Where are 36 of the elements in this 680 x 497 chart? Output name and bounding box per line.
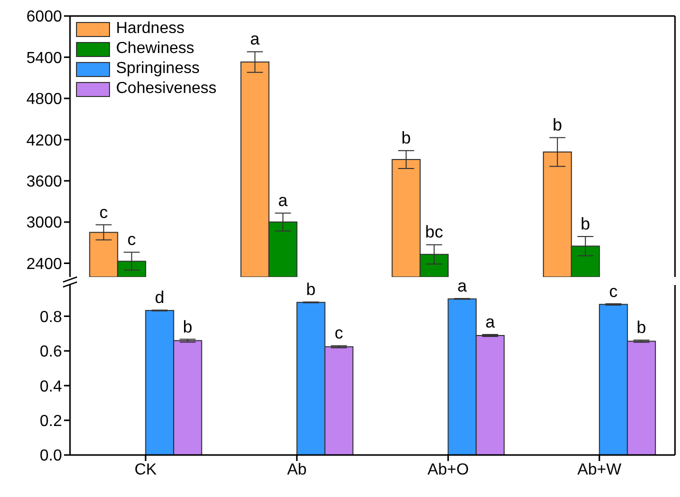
x-tick-label: CK [134, 461, 158, 478]
data-label: c [334, 324, 344, 343]
data-label: b [580, 214, 590, 234]
data-label: c [127, 230, 136, 250]
data-label: b [636, 318, 646, 338]
x-tick-label: Ab [287, 461, 307, 478]
data-label: b [401, 128, 411, 148]
legend-label: Hardness [116, 19, 184, 39]
y-tick-label: 4800 [26, 91, 62, 108]
data-label: c [99, 202, 108, 222]
data-label: b [182, 317, 192, 336]
y-tick-label: 6000 [26, 8, 62, 26]
legend-label: Chewiness [116, 39, 194, 59]
data-label: c [609, 282, 618, 301]
data-label: bc [425, 222, 444, 242]
legend-label: Cohesiveness [116, 79, 216, 99]
y-tick-label: 2400 [26, 256, 62, 273]
y-tick-label: 3600 [26, 174, 62, 191]
data-label: a [250, 30, 260, 49]
data-label: a [278, 191, 288, 210]
data-label: d [154, 288, 164, 308]
y-tick-label: 4200 [26, 132, 62, 150]
data-label: b [306, 280, 316, 299]
y-tick-label: 0.0 [40, 448, 62, 465]
y-tick-label: 0.6 [40, 344, 62, 361]
data-label: a [485, 312, 496, 332]
y-tick-label: 3000 [26, 214, 62, 232]
y-tick-label: 0.4 [40, 378, 62, 396]
y-tick-label: 0.8 [40, 308, 62, 326]
y-tick-label: 5400 [26, 50, 62, 67]
x-tick-label: Ab+O [427, 461, 469, 478]
y-tick-label: 0.2 [40, 412, 62, 430]
legend-label: Springiness [116, 59, 200, 79]
data-label: a [457, 276, 468, 296]
x-tick-label: Ab+W [577, 461, 622, 478]
data-label: b [552, 116, 562, 135]
